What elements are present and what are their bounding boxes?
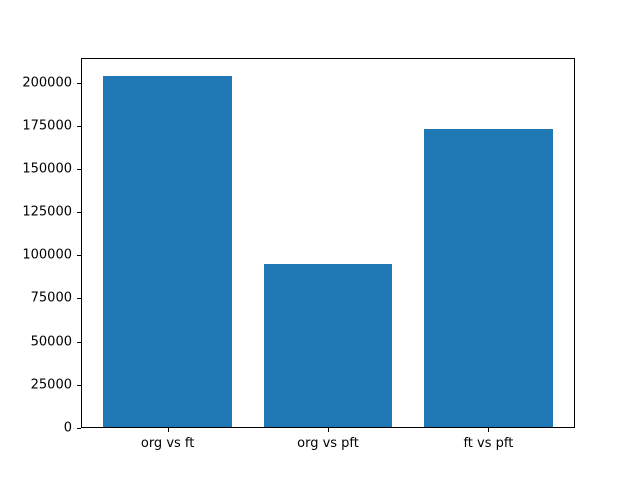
y-tick-label: 0 (63, 420, 72, 436)
x-tick-label: org vs pft (297, 436, 359, 451)
y-tick-mark (77, 298, 81, 300)
y-tick-label: 50000 (30, 334, 72, 350)
y-tick-label: 150000 (22, 161, 72, 177)
x-tick-mark (488, 428, 490, 432)
y-tick-mark (77, 82, 81, 84)
y-tick-mark (77, 212, 81, 214)
bar-org-vs-ft (103, 75, 232, 428)
y-tick-mark (77, 341, 81, 343)
y-tick-label: 175000 (22, 118, 72, 134)
y-tick-mark (77, 384, 81, 386)
y-tick-mark (77, 428, 81, 429)
y-tick-label: 25000 (30, 377, 72, 393)
y-tick-mark (77, 125, 81, 127)
y-tick-label: 75000 (30, 290, 72, 306)
bar-ft-vs-pft (424, 129, 553, 428)
bar-org-vs-pft (263, 263, 393, 428)
y-tick-mark (77, 255, 81, 257)
x-tick-mark (328, 428, 329, 432)
y-tick-label: 200000 (22, 75, 72, 91)
y-tick-mark (77, 168, 81, 170)
x-tick-label: ft vs pft (463, 436, 514, 451)
y-tick-label: 100000 (22, 247, 72, 263)
x-tick-label: org vs ft (140, 436, 195, 451)
x-tick-mark (167, 428, 169, 432)
y-tick-label: 125000 (22, 204, 72, 220)
